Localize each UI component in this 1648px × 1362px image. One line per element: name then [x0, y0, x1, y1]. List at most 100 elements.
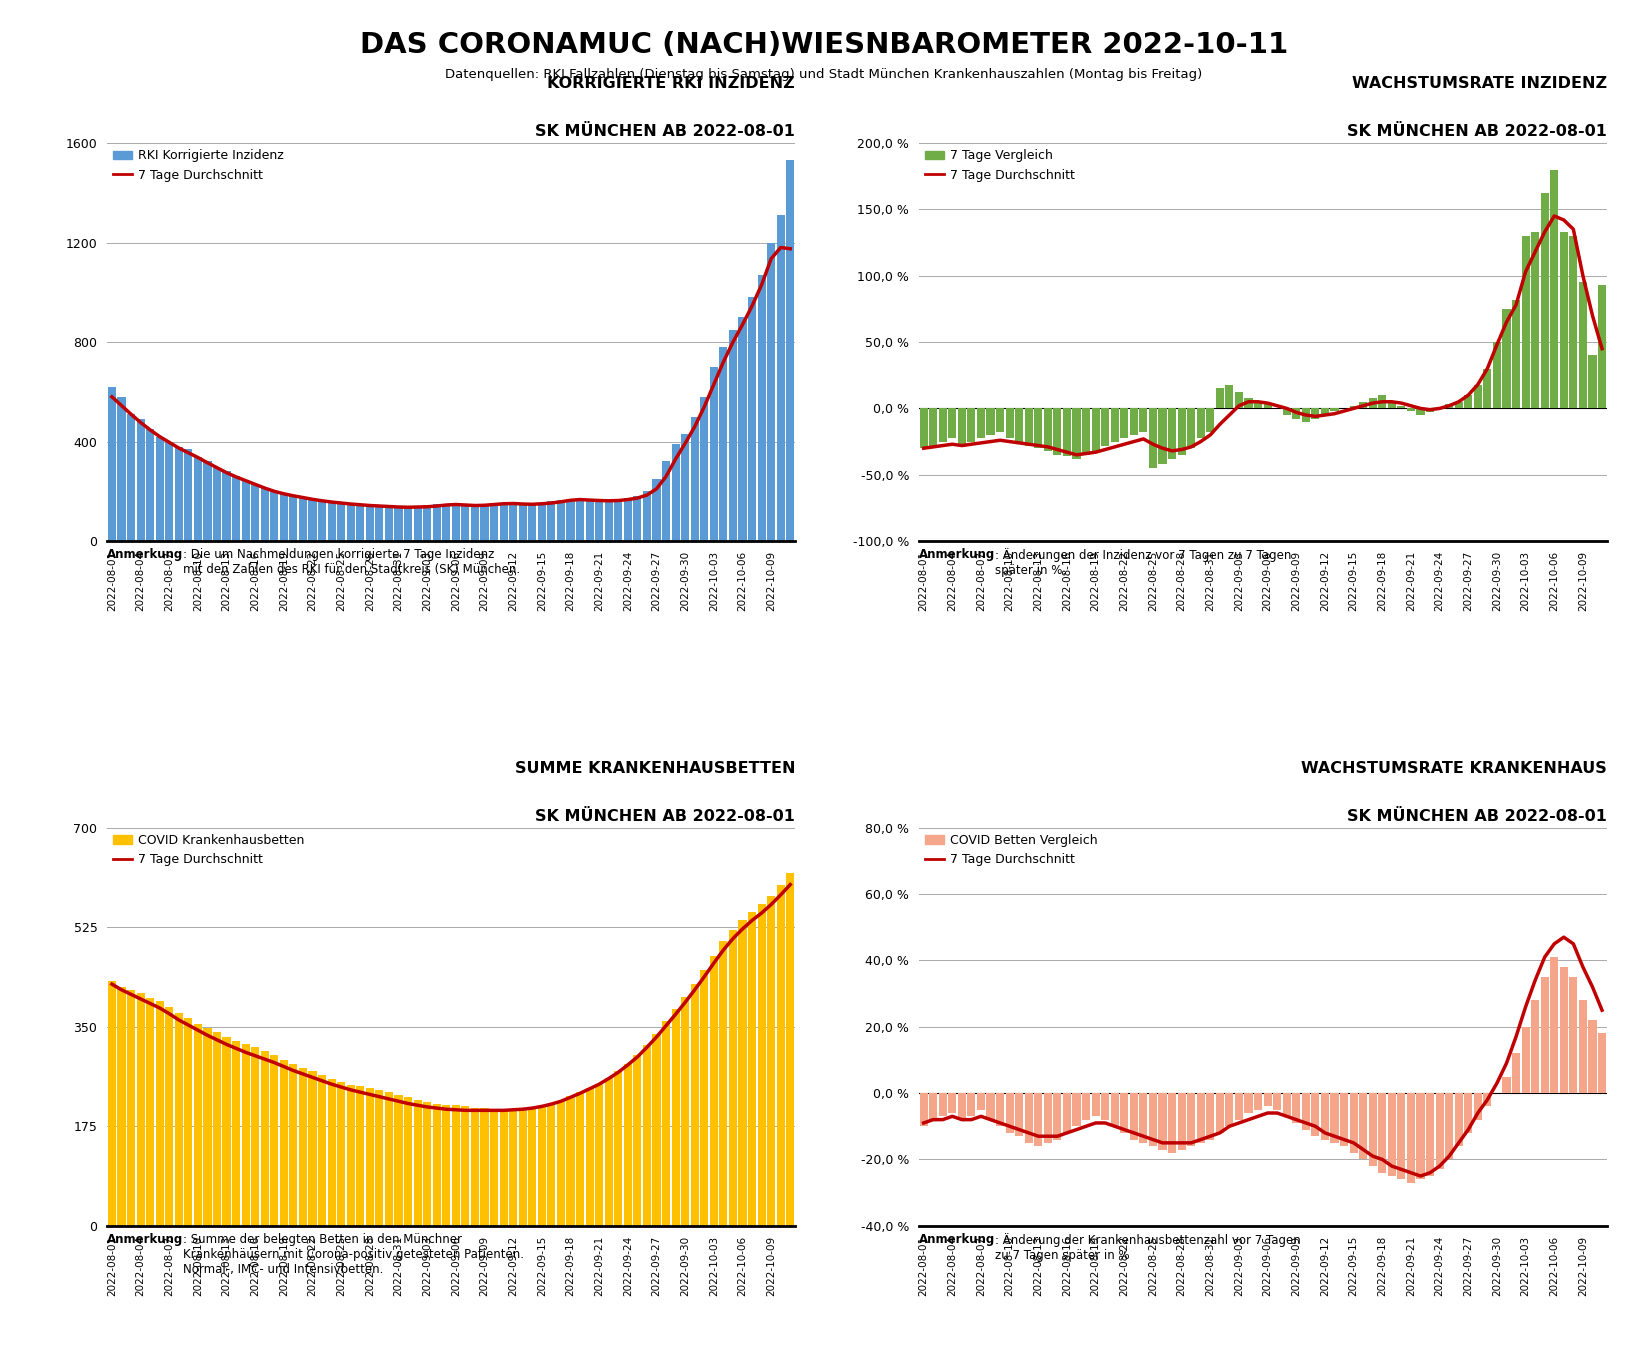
Bar: [977, 1094, 986, 1110]
Bar: [567, 498, 575, 541]
Bar: [107, 981, 115, 1226]
Bar: [1521, 1027, 1529, 1094]
Bar: [1368, 1094, 1376, 1166]
Bar: [1244, 398, 1252, 409]
Text: : Änderungen der Inzidenz vor 7 Tagen zu 7 Tagen
später in %.: : Änderungen der Inzidenz vor 7 Tagen zu…: [995, 548, 1292, 577]
Bar: [595, 501, 603, 541]
Bar: [662, 1022, 671, 1226]
Bar: [987, 409, 995, 434]
Bar: [509, 1110, 517, 1226]
Bar: [137, 419, 145, 541]
Bar: [1511, 1053, 1519, 1094]
Text: : Die um Nachmeldungen korrigierte 7 Tage Inzidenz
mit den Zahlen des RKI für de: : Die um Nachmeldungen korrigierte 7 Tag…: [183, 548, 521, 576]
Bar: [1551, 957, 1559, 1094]
Bar: [1483, 369, 1491, 409]
Bar: [1360, 402, 1368, 409]
Bar: [519, 1109, 527, 1226]
Bar: [1025, 409, 1033, 445]
Bar: [920, 1094, 928, 1126]
Bar: [1234, 1094, 1243, 1120]
Bar: [1226, 1094, 1233, 1126]
Bar: [366, 1088, 374, 1226]
Bar: [386, 1092, 392, 1226]
Bar: [1445, 1094, 1454, 1159]
Bar: [585, 1088, 593, 1226]
Bar: [242, 1043, 250, 1226]
Bar: [1559, 232, 1567, 409]
Bar: [499, 504, 508, 541]
Bar: [987, 1094, 995, 1120]
Bar: [748, 913, 756, 1226]
Bar: [1302, 409, 1310, 422]
Bar: [1569, 236, 1577, 409]
Bar: [529, 1109, 536, 1226]
Bar: [461, 507, 470, 541]
Bar: [1168, 1094, 1177, 1152]
Bar: [967, 1094, 976, 1117]
Bar: [1350, 1094, 1358, 1152]
Bar: [1111, 409, 1119, 441]
Bar: [471, 505, 480, 541]
Bar: [1483, 1094, 1491, 1106]
Bar: [700, 970, 709, 1226]
Bar: [1455, 402, 1463, 409]
Bar: [1063, 409, 1071, 456]
Bar: [595, 1084, 603, 1226]
Text: SK MÜNCHEN AB 2022-08-01: SK MÜNCHEN AB 2022-08-01: [536, 809, 794, 824]
Bar: [585, 500, 593, 541]
Bar: [1149, 1094, 1157, 1147]
Bar: [147, 998, 155, 1226]
Bar: [939, 409, 948, 441]
Bar: [194, 1024, 203, 1226]
Bar: [567, 1096, 575, 1226]
Bar: [1531, 232, 1539, 409]
Bar: [662, 462, 671, 541]
Bar: [738, 919, 747, 1226]
Bar: [1282, 1094, 1290, 1117]
Bar: [1073, 409, 1081, 459]
Bar: [710, 956, 719, 1226]
Bar: [318, 500, 326, 541]
Bar: [1149, 409, 1157, 469]
Bar: [318, 1075, 326, 1226]
Bar: [452, 1105, 460, 1226]
Bar: [346, 1084, 354, 1226]
Bar: [175, 1012, 183, 1226]
Text: KORRIGIERTE RKI INZIDENZ: KORRIGIERTE RKI INZIDENZ: [547, 76, 794, 91]
Bar: [929, 1094, 938, 1120]
Bar: [489, 1109, 498, 1226]
Bar: [1083, 409, 1089, 455]
Bar: [547, 501, 555, 541]
Bar: [433, 1103, 440, 1226]
Bar: [1159, 409, 1167, 464]
Bar: [1322, 409, 1328, 415]
Bar: [424, 505, 432, 541]
Bar: [1330, 409, 1338, 411]
Bar: [1005, 1094, 1014, 1133]
Bar: [1206, 1094, 1215, 1140]
Bar: [280, 1060, 288, 1226]
Bar: [519, 505, 527, 541]
Bar: [1216, 1094, 1224, 1133]
Bar: [1111, 1094, 1119, 1126]
Bar: [442, 1105, 450, 1226]
Bar: [394, 507, 402, 541]
Text: Anmerkung: Anmerkung: [920, 548, 995, 561]
Bar: [700, 396, 709, 541]
Bar: [929, 409, 938, 445]
Bar: [155, 437, 163, 541]
Bar: [1312, 409, 1320, 419]
Bar: [643, 492, 651, 541]
Bar: [748, 297, 756, 541]
Bar: [1043, 409, 1051, 451]
Bar: [939, 1094, 948, 1117]
Bar: [424, 1102, 432, 1226]
Bar: [1531, 1000, 1539, 1094]
Bar: [786, 161, 794, 541]
Text: SK MÜNCHEN AB 2022-08-01: SK MÜNCHEN AB 2022-08-01: [1346, 809, 1607, 824]
Bar: [481, 1109, 488, 1226]
Bar: [605, 500, 613, 541]
Bar: [1187, 1094, 1195, 1147]
Text: Anmerkung: Anmerkung: [920, 1233, 995, 1246]
Bar: [185, 449, 193, 541]
